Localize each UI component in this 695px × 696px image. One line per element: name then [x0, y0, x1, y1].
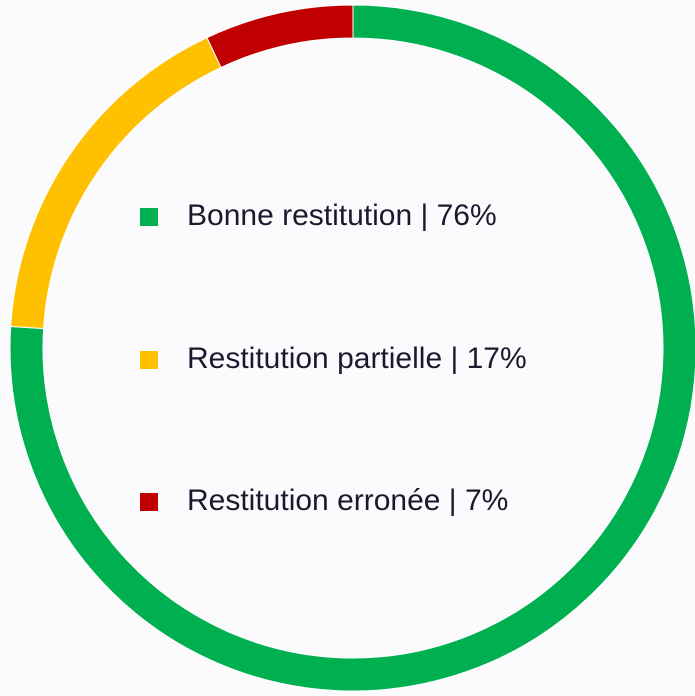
- legend-swatch: [140, 493, 158, 511]
- legend-label: Restitution partielle | 17%: [187, 342, 527, 375]
- donut-segment: [9, 4, 695, 692]
- legend-swatch: [140, 351, 158, 369]
- legend-label: Restitution erronée | 7%: [187, 484, 508, 517]
- donut-segment: [10, 36, 222, 330]
- legend-swatch: [140, 208, 158, 226]
- legend-label: Bonne restitution | 76%: [187, 199, 497, 232]
- donut-segment: [206, 4, 354, 69]
